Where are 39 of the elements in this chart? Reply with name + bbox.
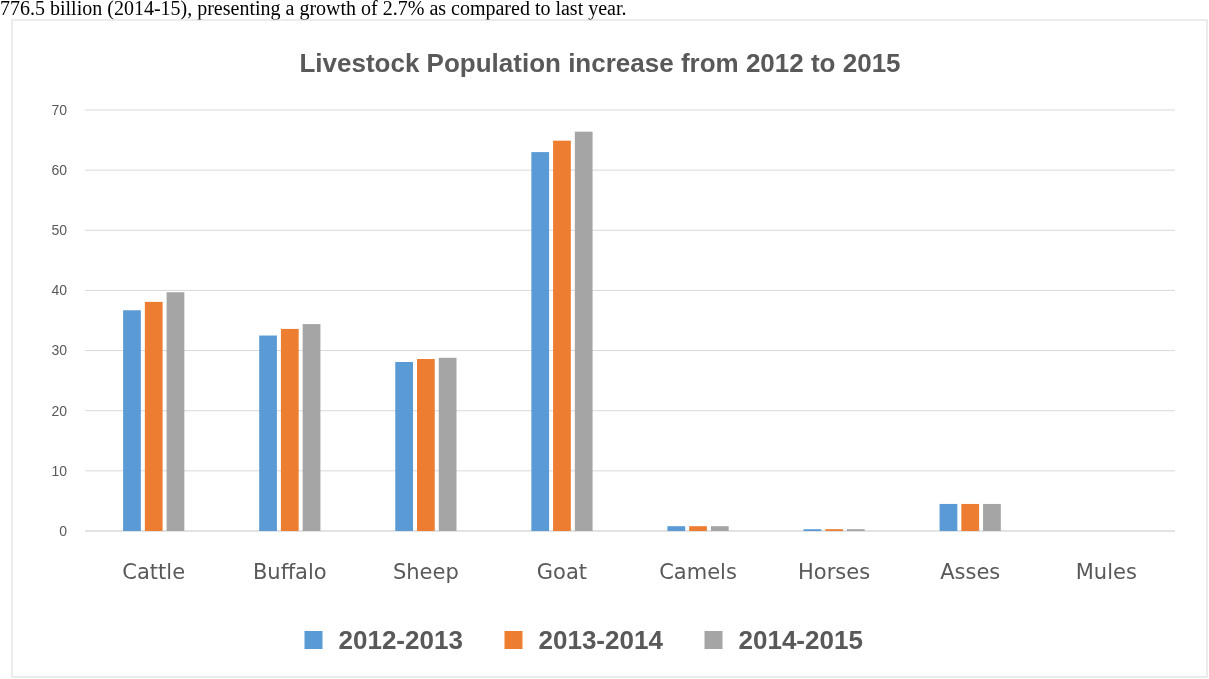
bar — [280, 328, 299, 531]
bar — [123, 310, 141, 531]
x-tick-label: Buffalo — [252, 560, 327, 585]
bar — [689, 526, 707, 531]
y-tick-label: 70 — [51, 101, 68, 118]
y-tick-label: 20 — [51, 402, 68, 419]
bar — [574, 131, 593, 531]
bar — [417, 358, 435, 531]
legend-label: 2014-2015 — [738, 625, 863, 656]
bar — [395, 362, 414, 531]
bar — [438, 357, 457, 531]
y-tick-label: 10 — [51, 462, 68, 479]
bar — [983, 503, 1001, 531]
legend-label: 2012-2013 — [338, 625, 463, 656]
x-tick-label: Cattle — [122, 560, 186, 585]
bar — [531, 152, 550, 531]
y-tick-label: 30 — [51, 342, 68, 359]
bar — [144, 301, 163, 531]
legend-label: 2013-2014 — [538, 625, 664, 656]
text: 776.5 billion (2014-15), presenting a growth of 2.7% as compared to last year. — [0, 0, 627, 20]
x-tick-label: Goat — [536, 560, 588, 585]
bar — [710, 526, 729, 531]
bar — [553, 140, 571, 531]
x-tick-label: Sheep — [392, 560, 459, 585]
bar — [166, 292, 185, 531]
x-tick-label: Asses — [940, 560, 1001, 585]
y-tick-label: 50 — [51, 222, 68, 239]
x-tick-label: Mules — [1075, 560, 1137, 585]
bar — [939, 503, 958, 531]
x-tick-label: Horses — [798, 560, 871, 585]
bar — [961, 503, 980, 531]
y-tick-label: 60 — [51, 162, 68, 179]
y-tick-label: 40 — [51, 282, 68, 299]
bar — [259, 335, 277, 531]
bar — [302, 324, 321, 531]
x-tick-label: Camels — [659, 560, 737, 585]
bar — [667, 526, 686, 531]
y-tick-label: 0 — [59, 522, 68, 539]
chart-title: Livestock Population increase from 2012 to 2015 — [299, 48, 901, 78]
